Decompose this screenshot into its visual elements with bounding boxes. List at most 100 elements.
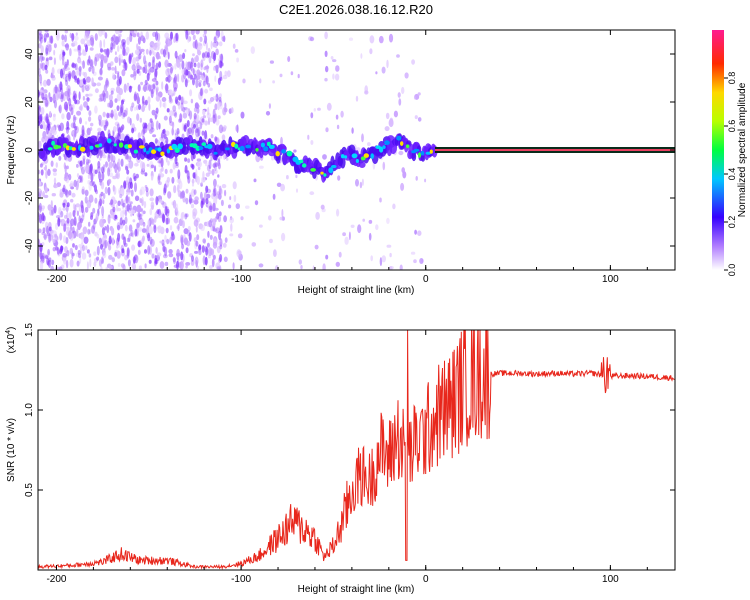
heatmap-speckle [165, 83, 169, 94]
heatmap-speckle [107, 102, 110, 108]
heatmap-speckle [180, 96, 184, 105]
spectrogram-y-ticks: -40 -20 0 20 40 [24, 48, 675, 253]
heatmap-speckle [211, 193, 215, 200]
heatmap-speckle [208, 219, 213, 228]
heatmap-cell [127, 144, 132, 149]
snr-x-label: Height of straight line (km) [298, 584, 415, 595]
heatmap-speckle [123, 83, 127, 93]
heatmap-cell [328, 167, 334, 174]
heatmap-speckle [88, 164, 92, 175]
heatmap-speckle [368, 219, 373, 224]
heatmap-speckle [71, 252, 75, 257]
heatmap-speckle [174, 156, 178, 165]
heatmap-speckle [224, 189, 227, 197]
heatmap-speckle [103, 92, 107, 103]
heatmap-speckle [41, 92, 45, 100]
heatmap-speckle [209, 265, 213, 269]
heatmap-speckle [72, 122, 76, 129]
heatmap-speckle [202, 115, 206, 119]
heatmap-speckle [64, 165, 67, 174]
heatmap-speckle [130, 213, 133, 217]
heatmap-speckle [378, 35, 384, 44]
heatmap-speckle [240, 111, 245, 119]
heatmap-speckle [150, 164, 155, 169]
heatmap-cell [145, 150, 150, 155]
heatmap-speckle [88, 93, 93, 97]
heatmap-speckle [189, 89, 193, 97]
heatmap-speckle [140, 208, 144, 212]
heatmap-speckle [174, 96, 178, 104]
heatmap-speckle [219, 70, 223, 81]
heatmap-speckle [79, 79, 84, 87]
heatmap-speckle [76, 260, 80, 267]
heatmap-speckle [259, 224, 263, 228]
heatmap-speckle [84, 196, 88, 204]
heatmap-speckle [142, 51, 145, 55]
heatmap-speckle [167, 191, 172, 199]
heatmap-speckle [117, 232, 121, 242]
heatmap-speckle [209, 205, 213, 211]
heatmap-speckle [220, 199, 224, 207]
heatmap-speckle [163, 133, 167, 139]
heatmap-speckle [83, 101, 88, 108]
heatmap-speckle [215, 48, 219, 56]
heatmap-speckle [195, 128, 199, 134]
snr-multiplier-close: ) [6, 327, 17, 330]
heatmap-speckle [195, 261, 198, 268]
heatmap-speckle [130, 209, 136, 215]
heatmap-speckle [86, 76, 91, 83]
heatmap-speckle [38, 120, 41, 126]
heatmap-speckle [125, 194, 129, 204]
heatmap-speckle [65, 104, 69, 112]
heatmap-speckle [62, 253, 68, 258]
heatmap-speckle [59, 81, 63, 91]
spectrogram-y-tick-label: 0 [24, 147, 35, 153]
heatmap-speckle [272, 193, 276, 200]
heatmap-speckle [94, 197, 98, 204]
heatmap-speckle [71, 130, 75, 135]
heatmap-speckle [79, 246, 83, 255]
heatmap-speckle [107, 214, 111, 225]
heatmap-speckle [219, 238, 223, 247]
heatmap-speckle [209, 234, 213, 240]
residual-band [435, 147, 675, 153]
heatmap-speckle [127, 259, 131, 267]
heatmap-speckle [165, 77, 169, 82]
heatmap-speckle [91, 77, 94, 87]
heatmap-speckle [215, 64, 219, 74]
heatmap-speckle [107, 186, 111, 196]
heatmap-speckle [70, 107, 74, 116]
heatmap-speckle [245, 205, 250, 209]
heatmap-speckle [127, 203, 132, 208]
heatmap-speckle [386, 217, 390, 224]
heatmap-speckle [170, 31, 173, 40]
heatmap-speckle [199, 88, 203, 97]
heatmap-speckle [191, 178, 195, 184]
heatmap-speckle [393, 110, 398, 118]
heatmap-speckle [159, 240, 165, 244]
heatmap-speckle [190, 61, 193, 71]
heatmap-speckle [117, 45, 120, 52]
heatmap-speckle [417, 117, 422, 122]
heatmap-speckle [52, 93, 56, 104]
heatmap-speckle [286, 175, 289, 180]
heatmap-speckle [94, 88, 99, 94]
heatmap-speckle [111, 237, 115, 246]
heatmap-speckle [67, 73, 71, 82]
heatmap-speckle [64, 246, 68, 254]
heatmap-speckle [379, 257, 383, 267]
snr-multiplier-exp: 4 [5, 330, 12, 334]
heatmap-speckle [417, 92, 421, 96]
heatmap-speckle [91, 65, 95, 75]
heatmap-speckle [77, 250, 81, 255]
heatmap-speckle [213, 35, 219, 42]
heatmap-speckle [184, 49, 187, 53]
heatmap-speckle [116, 123, 120, 132]
heatmap-speckle [100, 59, 104, 69]
heatmap-speckle [147, 219, 150, 227]
heatmap-speckle [381, 66, 386, 74]
snr-y-tick-label: 0.5 [24, 483, 35, 497]
heatmap-speckle [124, 52, 128, 56]
heatmap-speckle [124, 209, 128, 217]
heatmap-cell [360, 156, 366, 161]
